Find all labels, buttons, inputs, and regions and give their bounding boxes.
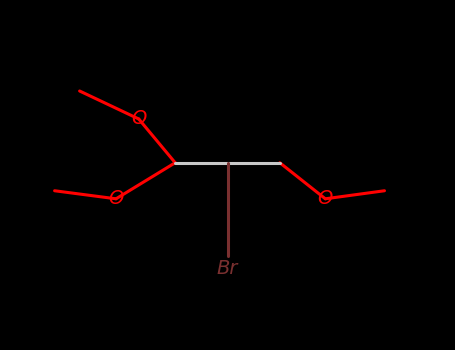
Text: O: O [131, 110, 147, 128]
Text: Br: Br [217, 259, 238, 278]
Text: O: O [318, 189, 333, 208]
Text: O: O [108, 189, 124, 208]
